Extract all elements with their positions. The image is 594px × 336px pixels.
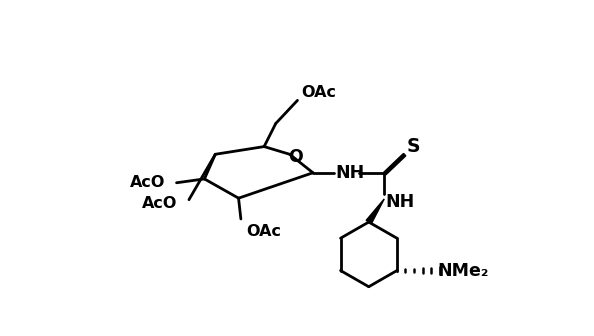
Text: AcO: AcO: [142, 196, 177, 211]
Text: O: O: [289, 149, 304, 166]
Text: NH: NH: [385, 193, 415, 211]
Text: S: S: [407, 137, 421, 156]
Text: NMe₂: NMe₂: [437, 261, 488, 280]
Text: NH: NH: [336, 164, 365, 182]
Polygon shape: [366, 199, 384, 224]
Text: OAc: OAc: [301, 85, 336, 100]
Text: OAc: OAc: [247, 224, 282, 239]
Text: AcO: AcO: [130, 175, 166, 190]
